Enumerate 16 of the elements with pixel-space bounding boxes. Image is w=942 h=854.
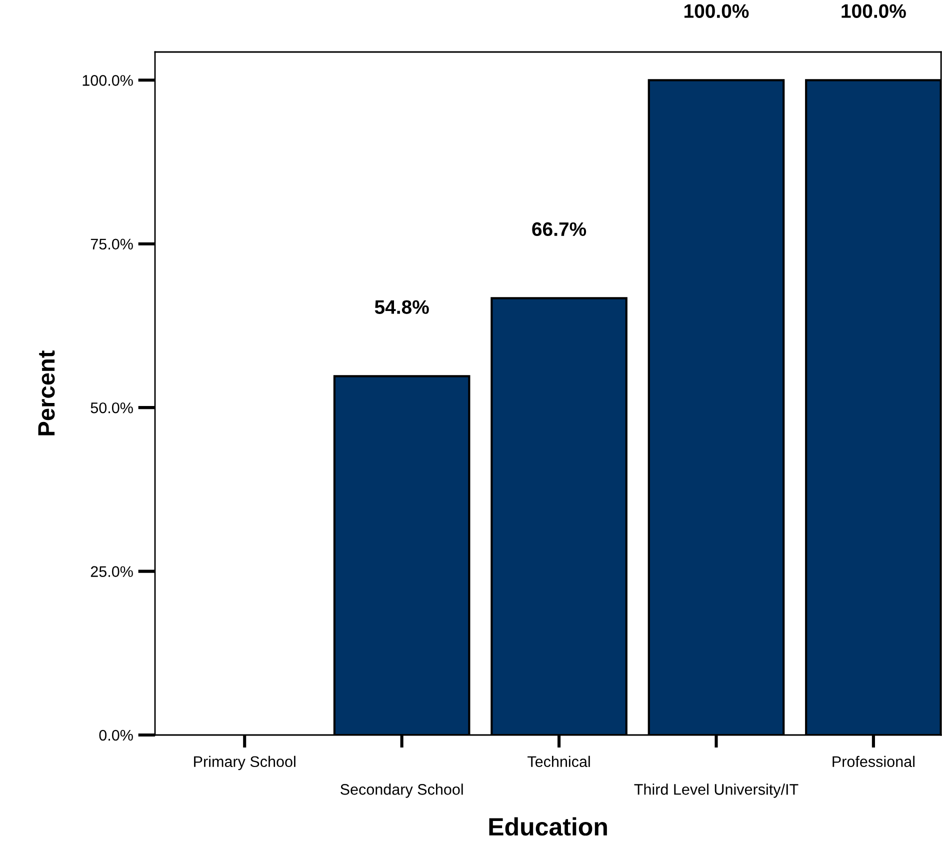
x-tick-label: Professional <box>832 756 914 768</box>
x-tick-label: Technical <box>528 756 590 768</box>
x-tick-label: Third Level University/IT <box>634 784 798 798</box>
y-tick-label: 100.0% <box>82 75 133 86</box>
y-tick-label: 0.0% <box>99 730 133 741</box>
y-tick-label: 75.0% <box>90 238 133 250</box>
y-tick-label: 50.0% <box>90 402 133 414</box>
y-axis-title: Percent <box>38 350 55 436</box>
x-tick-label: Secondary School <box>340 784 463 798</box>
data-label: 54.8% <box>374 300 429 314</box>
data-label: 100.0% <box>842 4 906 18</box>
x-tick-label: Primary School <box>194 756 296 770</box>
y-tick-label: 25.0% <box>90 566 133 577</box>
data-label: 66.7% <box>532 222 586 236</box>
data-label: 100.0% <box>684 4 749 18</box>
x-axis-title: Education <box>489 817 607 836</box>
